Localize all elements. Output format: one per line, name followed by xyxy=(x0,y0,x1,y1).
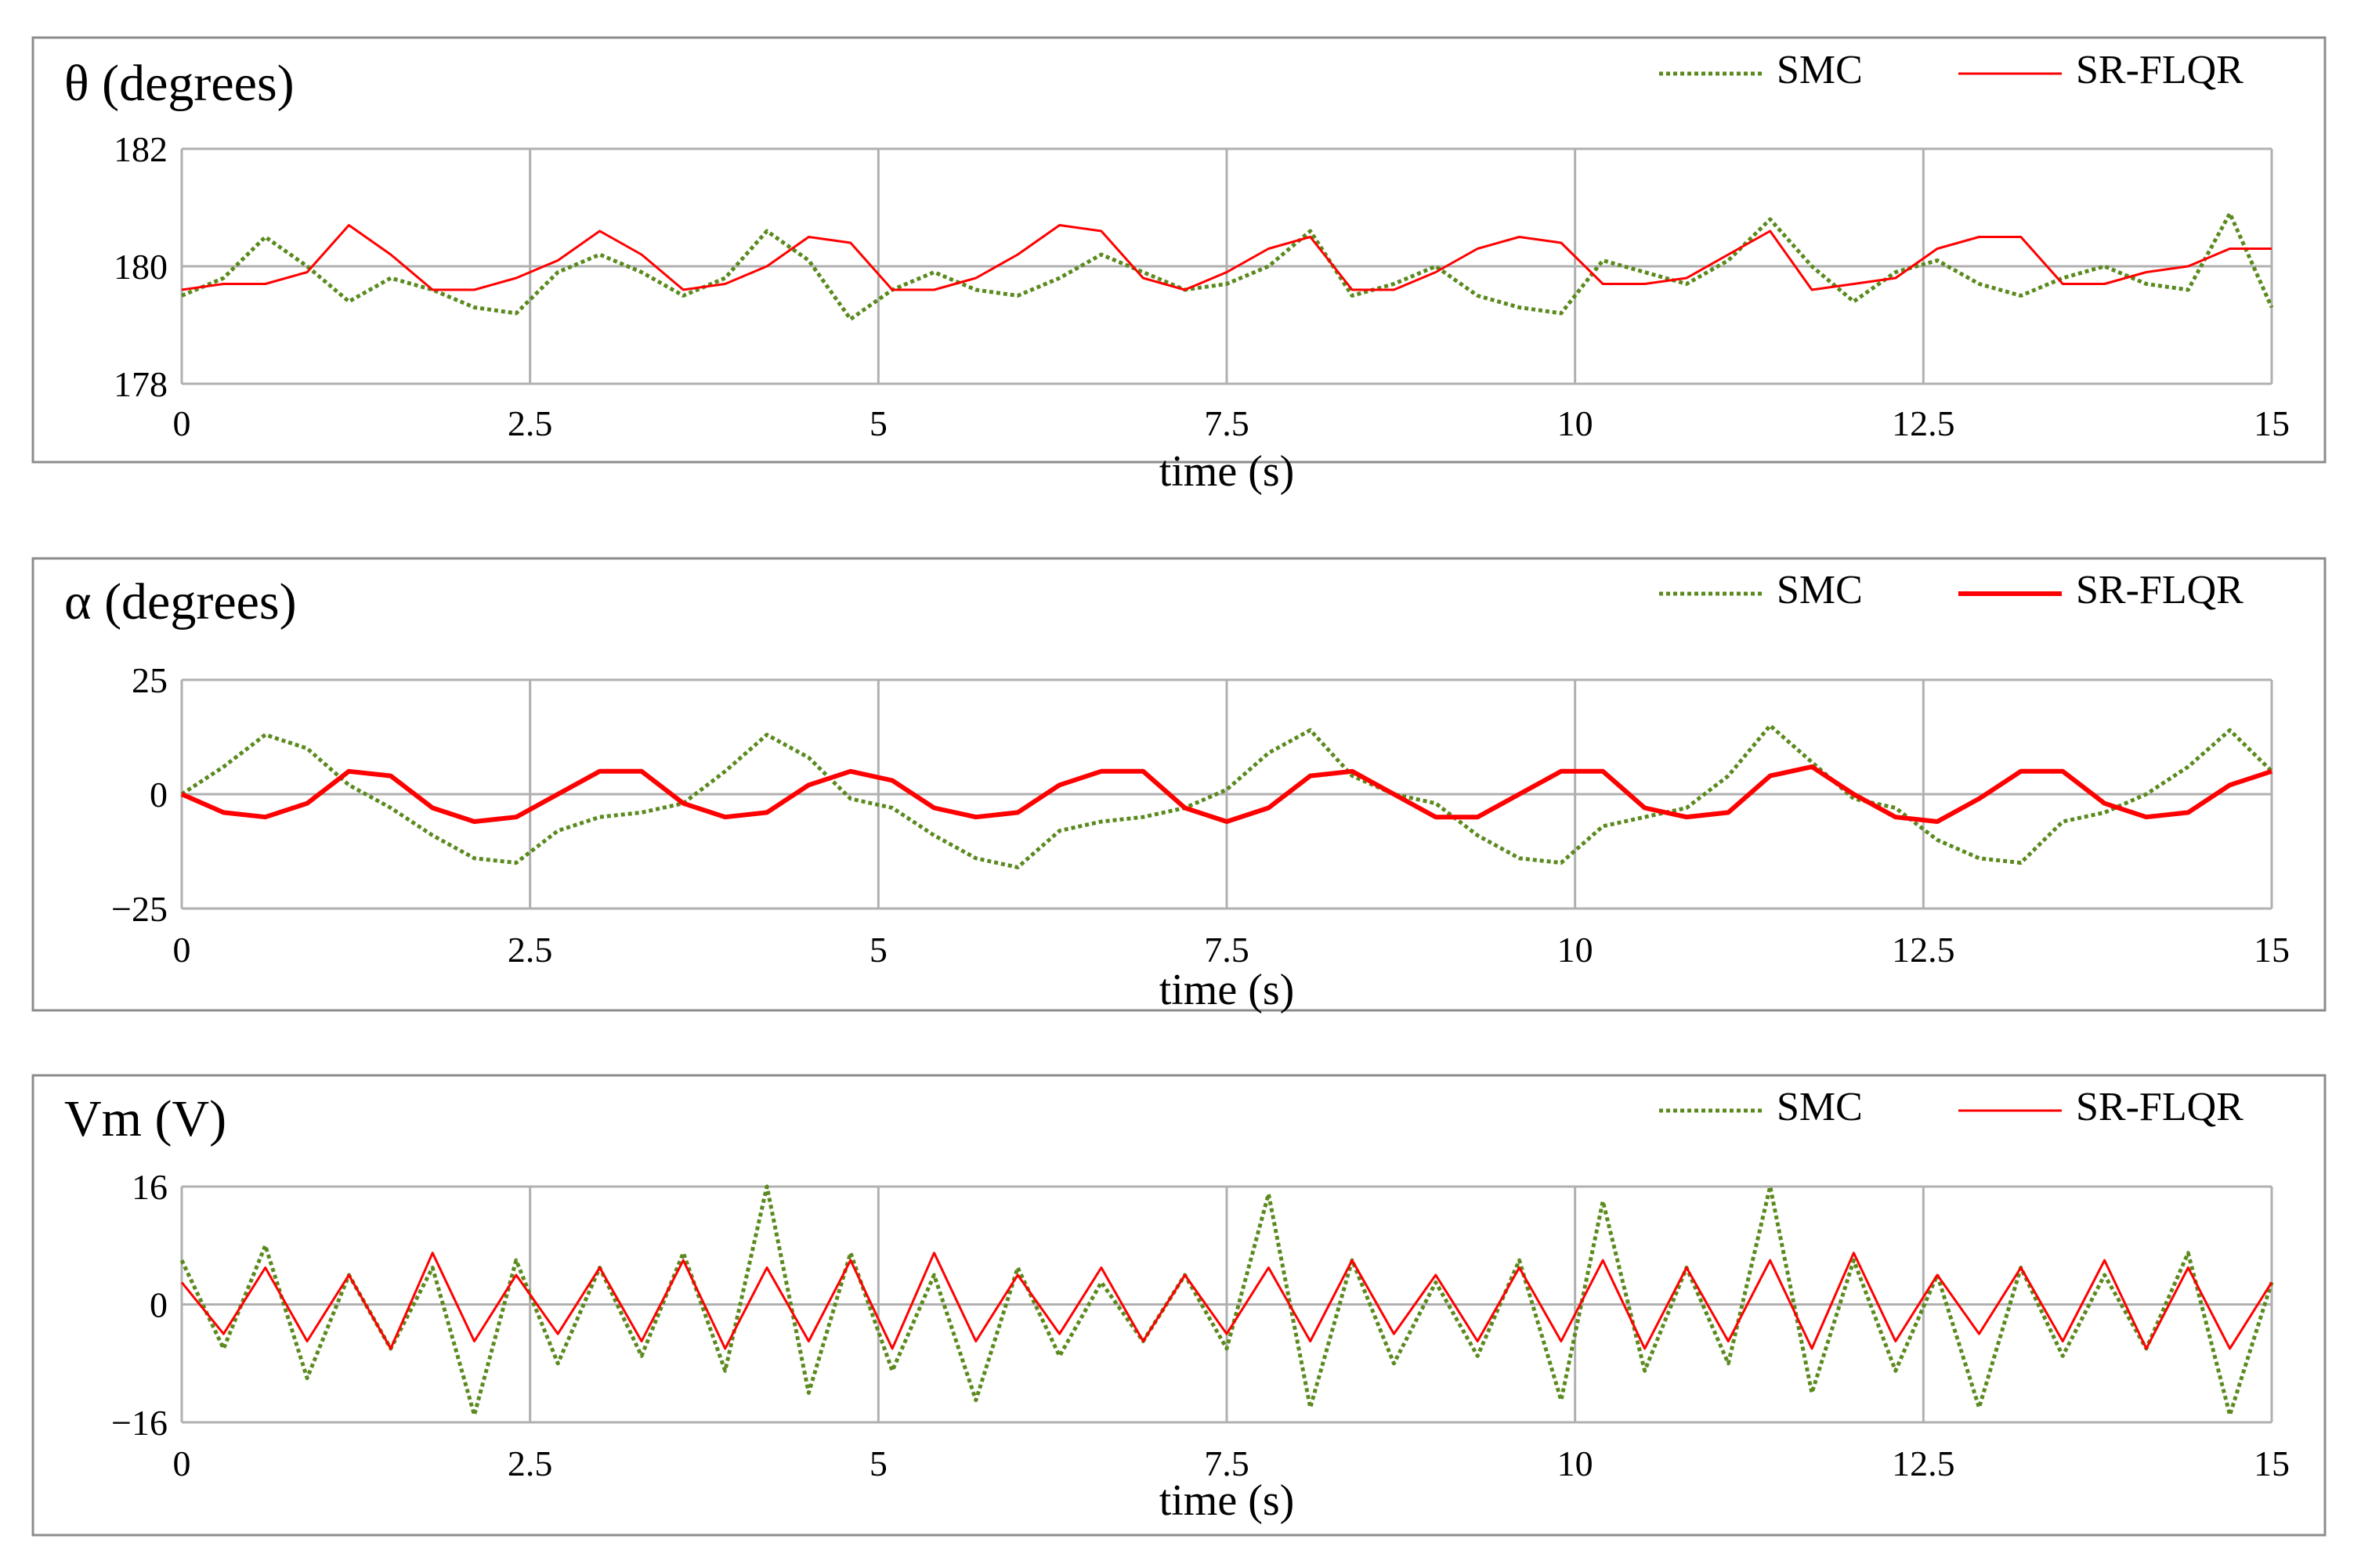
x-tick-label: 12.5 xyxy=(1892,930,1955,970)
x-axis-label: time (s) xyxy=(1159,966,1295,1014)
x-tick-label: 5 xyxy=(870,403,888,443)
y-tick-label: 25 xyxy=(132,660,168,700)
y-tick-label: 180 xyxy=(114,247,168,287)
x-tick-label: 12.5 xyxy=(1892,1443,1955,1483)
chart-panel-1: 0 2.5 5 7.5 10 12.5 15 182 180 178 θ (degrees) time… xyxy=(31,36,2327,496)
x-tick-label: 15 xyxy=(2254,930,2290,970)
x-tick-label: 2.5 xyxy=(508,930,553,970)
x-tick-label: 0 xyxy=(173,1443,191,1483)
legend-label: SR-FLQR xyxy=(2076,1085,2243,1129)
chart-title: α (degrees) xyxy=(64,573,297,630)
y-tick-label: −16 xyxy=(111,1403,168,1443)
panel-frame xyxy=(31,557,2327,1012)
y-tick-label: 0 xyxy=(150,1285,168,1325)
x-tick-label: 15 xyxy=(2254,403,2290,443)
legend-label: SR-FLQR xyxy=(2076,48,2243,92)
chart-title: θ (degrees) xyxy=(64,55,295,112)
x-tick-label: 10 xyxy=(1557,930,1593,970)
x-tick-label: 2.5 xyxy=(508,403,553,443)
legend-label: SMC xyxy=(1777,48,1863,92)
chart-title: Vm (V) xyxy=(64,1090,226,1147)
x-tick-label: 7.5 xyxy=(1204,930,1249,970)
series-line-sr-flqr xyxy=(180,764,2272,824)
y-tick-label: −25 xyxy=(111,889,168,929)
x-tick-label: 7.5 xyxy=(1204,1443,1249,1483)
legend-label: SMC xyxy=(1777,1085,1863,1129)
series-line-sr-flqr xyxy=(181,224,2272,291)
x-tick-label: 5 xyxy=(870,1443,888,1483)
legend-label: SMC xyxy=(1777,568,1863,612)
series-line-smc xyxy=(181,211,2274,321)
x-tick-label: 0 xyxy=(173,403,191,443)
series-line-sr-flqr xyxy=(180,1252,2273,1350)
x-axis-label: time (s) xyxy=(1159,1476,1295,1525)
y-tick-label: 16 xyxy=(132,1167,168,1207)
x-tick-label: 12.5 xyxy=(1892,403,1955,443)
x-tick-label: 0 xyxy=(173,930,191,970)
x-tick-label: 7.5 xyxy=(1204,403,1249,443)
x-axis-label: time (s) xyxy=(1159,447,1295,496)
x-tick-label: 15 xyxy=(2254,1443,2290,1483)
y-tick-label: 178 xyxy=(114,364,168,404)
x-tick-label: 10 xyxy=(1557,403,1593,443)
series-line-smc xyxy=(179,1184,2274,1418)
panel-frame xyxy=(31,36,2327,464)
y-tick-label: 0 xyxy=(150,775,168,815)
x-tick-label: 10 xyxy=(1557,1443,1593,1483)
x-tick-label: 5 xyxy=(870,930,888,970)
x-tick-label: 2.5 xyxy=(508,1443,553,1483)
y-tick-label: 182 xyxy=(114,129,168,169)
legend-label: SR-FLQR xyxy=(2076,568,2243,612)
